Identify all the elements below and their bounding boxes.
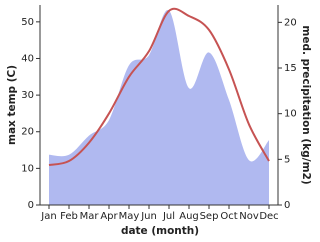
y-tick-label: 10: [21, 163, 34, 174]
y-tick-label: 0: [28, 200, 34, 211]
y2-tick-label: 5: [284, 154, 290, 165]
x-tick-label: Jul: [162, 211, 175, 222]
y-tick-label: 20: [21, 127, 34, 138]
y-tick-label: 50: [21, 17, 34, 28]
y-tick-label: 30: [21, 90, 34, 101]
x-tick-label: Aug: [179, 211, 199, 222]
y2-tick-label: 20: [284, 17, 297, 28]
x-tick-label: Dec: [259, 211, 278, 222]
x-tick-label: Apr: [100, 211, 118, 222]
x-tick-label: Oct: [220, 211, 237, 222]
x-tick-label: May: [119, 211, 140, 222]
x-axis-label: date (month): [121, 225, 199, 237]
y2-axis-label: med. precipitation (kg/m2): [300, 25, 312, 184]
y-axis-label: max temp (C): [6, 65, 18, 145]
x-tick-label: Feb: [60, 211, 78, 222]
y2-tick-label: 0: [284, 200, 290, 211]
x-tick-label: Nov: [239, 211, 259, 222]
x-tick-label: Jan: [40, 211, 56, 222]
x-tick-label: Mar: [80, 211, 100, 222]
precipitation-area: [49, 9, 269, 205]
y-tick-label: 40: [21, 53, 34, 64]
y2-tick-label: 15: [284, 63, 297, 74]
x-tick-label: Jun: [140, 211, 157, 222]
temperature-line: [48, 7, 270, 167]
x-tick-label: Sep: [200, 211, 219, 222]
y2-tick-label: 10: [284, 109, 297, 120]
